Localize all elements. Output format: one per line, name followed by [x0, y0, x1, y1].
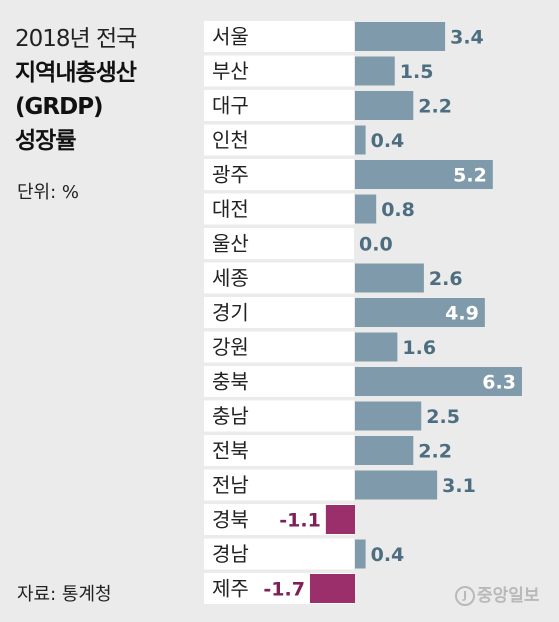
- publisher-logo: J 중앙일보: [455, 581, 540, 606]
- title-line-4: 성장률: [15, 128, 76, 154]
- bar: [309, 574, 355, 603]
- bar: [355, 539, 366, 569]
- region-label: 전북: [212, 439, 249, 463]
- region-label-box: [204, 400, 354, 432]
- bar: [355, 367, 522, 396]
- data-label: 2.6: [429, 268, 463, 290]
- logo-icon: J: [455, 586, 475, 606]
- logo-text: 중앙일보: [477, 586, 540, 606]
- bar: [355, 332, 398, 362]
- region-label-box: [204, 366, 354, 397]
- data-label: -1.7: [263, 579, 305, 601]
- region-label-box: [204, 228, 354, 259]
- data-label: 3.1: [442, 475, 476, 497]
- data-label: 0.0: [359, 234, 393, 256]
- region-label: 세종: [212, 266, 249, 290]
- data-label: 0.4: [371, 544, 405, 566]
- region-label-box: [204, 193, 354, 225]
- data-label: -1.1: [279, 510, 321, 532]
- bar: [355, 436, 414, 465]
- region-label-box: [204, 124, 354, 156]
- region-label: 경기: [212, 301, 249, 325]
- region-label-box: [204, 469, 354, 501]
- region-label: 대전: [212, 197, 249, 221]
- region-label: 강원: [212, 335, 249, 359]
- bar: [355, 298, 485, 327]
- unit-label: 단위: %: [17, 182, 80, 203]
- bar: [355, 160, 493, 189]
- bar: [355, 263, 424, 293]
- region-label-box: [204, 538, 354, 570]
- region-label: 울산: [212, 232, 249, 256]
- region-label-box: [204, 21, 354, 52]
- region-label-box: [204, 331, 354, 363]
- bar: [355, 401, 422, 431]
- data-label: 3.4: [450, 27, 484, 49]
- title-line-2: 지역내총생산: [15, 60, 137, 86]
- region-label-box: [204, 90, 354, 121]
- region-label: 제주: [212, 577, 249, 601]
- title-line-3: (GRDP): [15, 94, 104, 120]
- region-label: 전남: [212, 473, 249, 497]
- region-label-box: [204, 262, 354, 294]
- region-label-box: [204, 297, 354, 328]
- data-label: 2.2: [418, 96, 452, 118]
- data-label: 5.2: [453, 165, 487, 187]
- data-label: 0.4: [371, 130, 405, 152]
- region-label: 경남: [212, 542, 249, 566]
- chart-title: 2018년 전국 지역내총생산 (GRDP) 성장률: [15, 22, 137, 158]
- data-label: 1.5: [400, 61, 434, 83]
- bar: [355, 22, 446, 51]
- region-label: 서울: [212, 25, 249, 49]
- region-label: 인천: [212, 128, 249, 152]
- region-label-box: [204, 55, 354, 87]
- data-label: 4.9: [445, 303, 479, 325]
- source-label: 자료: 통계청: [17, 584, 112, 605]
- bar: [355, 470, 438, 500]
- data-label: 2.2: [418, 441, 452, 463]
- bar: [325, 505, 355, 534]
- data-label: 0.8: [381, 199, 415, 221]
- region-label: 광주: [212, 163, 249, 187]
- title-line-1: 2018년 전국: [15, 26, 137, 52]
- bar: [355, 91, 414, 120]
- region-label: 대구: [212, 94, 249, 118]
- region-label: 충북: [212, 370, 249, 394]
- bar: [355, 194, 377, 224]
- data-label: 6.3: [482, 372, 516, 394]
- region-label: 충남: [212, 404, 249, 428]
- region-label: 부산: [212, 59, 249, 83]
- data-label: 2.5: [426, 406, 460, 428]
- region-label: 경북: [212, 508, 249, 532]
- region-label-box: [204, 435, 354, 466]
- bar: [355, 125, 366, 155]
- bar: [355, 56, 395, 86]
- data-label: 1.6: [402, 337, 436, 359]
- region-label-box: [204, 159, 354, 190]
